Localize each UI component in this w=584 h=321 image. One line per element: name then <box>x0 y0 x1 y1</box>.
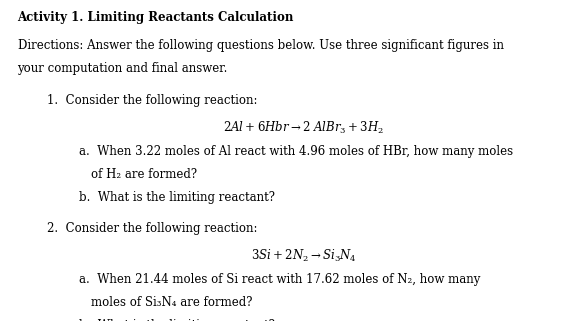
Text: b.  What is the limiting reactant?: b. What is the limiting reactant? <box>79 191 275 204</box>
Text: b.  What is the limiting reactant?: b. What is the limiting reactant? <box>79 319 275 321</box>
Text: $2Al + 6Hbr \rightarrow 2\ AlBr_3 + 3H_2$: $2Al + 6Hbr \rightarrow 2\ AlBr_3 + 3H_2… <box>223 120 384 136</box>
Text: Directions: Answer the following questions below. Use three significant figures : Directions: Answer the following questio… <box>18 39 503 51</box>
Text: your computation and final answer.: your computation and final answer. <box>18 62 228 74</box>
Text: Activity 1. Limiting Reactants Calculation: Activity 1. Limiting Reactants Calculati… <box>18 11 294 24</box>
Text: $3Si + 2N_2 \rightarrow Si_3N_4$: $3Si + 2N_2 \rightarrow Si_3N_4$ <box>251 248 357 264</box>
Text: a.  When 3.22 moles of Al react with 4.96 moles of HBr, how many moles: a. When 3.22 moles of Al react with 4.96… <box>79 145 513 158</box>
Text: of H₂ are formed?: of H₂ are formed? <box>91 168 197 181</box>
Text: moles of Si₃N₄ are formed?: moles of Si₃N₄ are formed? <box>91 296 252 309</box>
Text: 1.  Consider the following reaction:: 1. Consider the following reaction: <box>47 94 257 107</box>
Text: 2.  Consider the following reaction:: 2. Consider the following reaction: <box>47 222 257 235</box>
Text: a.  When 21.44 moles of Si react with 17.62 moles of N₂, how many: a. When 21.44 moles of Si react with 17.… <box>79 273 480 286</box>
